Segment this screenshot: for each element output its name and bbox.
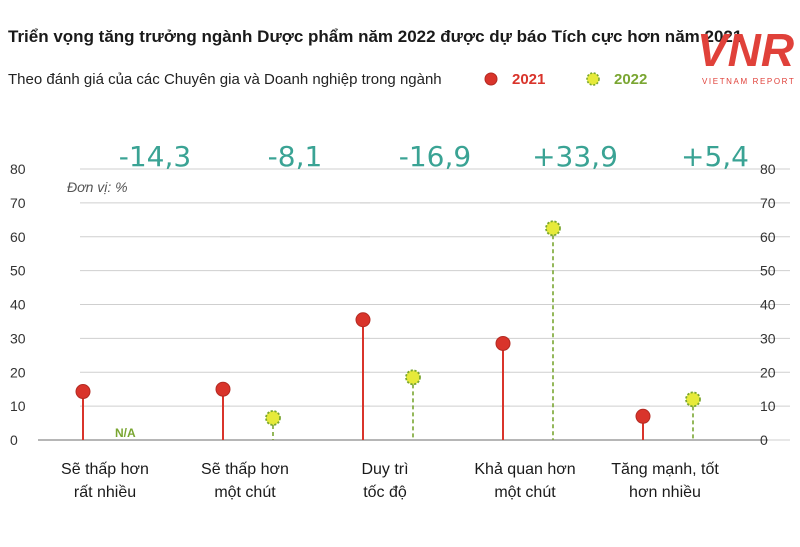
category-label-line2: rất nhiều bbox=[74, 484, 136, 501]
dot-2021 bbox=[215, 381, 231, 397]
chart-title: Triển vọng tăng trưởng ngành Dược phẩm n… bbox=[8, 27, 742, 46]
y-tick-right: 10 bbox=[760, 398, 776, 414]
y-tick-right: 50 bbox=[760, 263, 776, 279]
dot-2021 bbox=[75, 384, 91, 400]
category-label-line2: một chút bbox=[214, 484, 276, 501]
y-tick-right: 40 bbox=[760, 297, 776, 313]
legend-marker-2022 bbox=[586, 72, 600, 86]
category-label-line1: Khả quan hơn bbox=[474, 461, 575, 478]
category-label-line2: tốc độ bbox=[363, 484, 407, 501]
dot-2022 bbox=[265, 410, 281, 426]
y-tick-right: 80 bbox=[760, 161, 776, 177]
change-value: -8,1 bbox=[268, 140, 323, 173]
logo-wordmark: VNR bbox=[697, 24, 794, 76]
y-tick-right: 20 bbox=[760, 364, 776, 380]
unit-label: Đơn vị: % bbox=[67, 179, 128, 195]
dot-2022 bbox=[405, 369, 421, 386]
dot-2021 bbox=[495, 335, 511, 351]
dot-2021 bbox=[355, 312, 371, 328]
y-tick-right: 60 bbox=[760, 229, 776, 245]
lollipop-stems bbox=[82, 228, 694, 440]
category-label-line1: Sẽ thấp hơn bbox=[201, 461, 289, 478]
change-value: -14,3 bbox=[119, 140, 191, 173]
y-tick-left: 60 bbox=[10, 229, 26, 245]
category-labels: Sẽ thấp hơn rất nhiều Sẽ thấp hơn một chút D… bbox=[61, 461, 719, 501]
y-tick-right: 0 bbox=[760, 432, 768, 448]
y-tick-right: 30 bbox=[760, 330, 776, 346]
y-tick-left: 80 bbox=[10, 161, 26, 177]
y-tick-left: 0 bbox=[10, 432, 18, 448]
y-tick-left: 10 bbox=[10, 398, 26, 414]
legend-label-2022: 2022 bbox=[614, 71, 647, 88]
logo-tagline: VIETNAM REPORT bbox=[702, 77, 795, 86]
dot-2022 bbox=[685, 391, 701, 408]
change-value: +33,9 bbox=[532, 140, 618, 173]
legend-label-2021: 2021 bbox=[512, 71, 545, 88]
legend-marker-2021 bbox=[484, 72, 498, 86]
y-tick-right: 70 bbox=[760, 195, 776, 211]
category-label-line2: một chút bbox=[494, 484, 556, 501]
category-label-line1: Tăng mạnh, tốt bbox=[611, 461, 719, 478]
y-axis-right: 0 10 20 30 40 50 60 70 80 bbox=[760, 161, 776, 448]
change-value: +5,4 bbox=[681, 140, 749, 173]
chart-subtitle: Theo đánh giá của các Chuyên gia và Doan… bbox=[8, 71, 442, 88]
grid bbox=[38, 168, 790, 441]
dot-2021 bbox=[635, 408, 651, 424]
y-tick-left: 20 bbox=[10, 364, 26, 380]
y-tick-left: 50 bbox=[10, 263, 26, 279]
vietnam-report-logo: VNR VIETNAM REPORT bbox=[697, 24, 795, 86]
y-tick-left: 30 bbox=[10, 330, 26, 346]
dot-2022 bbox=[545, 220, 561, 237]
category-label-line1: Sẽ thấp hơn bbox=[61, 461, 149, 478]
lollipop-dots: N/A bbox=[75, 220, 701, 440]
y-tick-left: 70 bbox=[10, 195, 26, 211]
change-value: -16,9 bbox=[399, 140, 471, 173]
category-label-line2: hơn nhiều bbox=[629, 484, 701, 501]
change-values: -14,3 -8,1 -16,9 +33,9 +5,4 bbox=[119, 140, 749, 173]
na-label: N/A bbox=[115, 426, 136, 440]
y-axis-left: 0 10 20 30 40 50 60 70 80 bbox=[10, 161, 26, 448]
category-label-line1: Duy trì bbox=[361, 461, 408, 478]
y-tick-left: 40 bbox=[10, 297, 26, 313]
